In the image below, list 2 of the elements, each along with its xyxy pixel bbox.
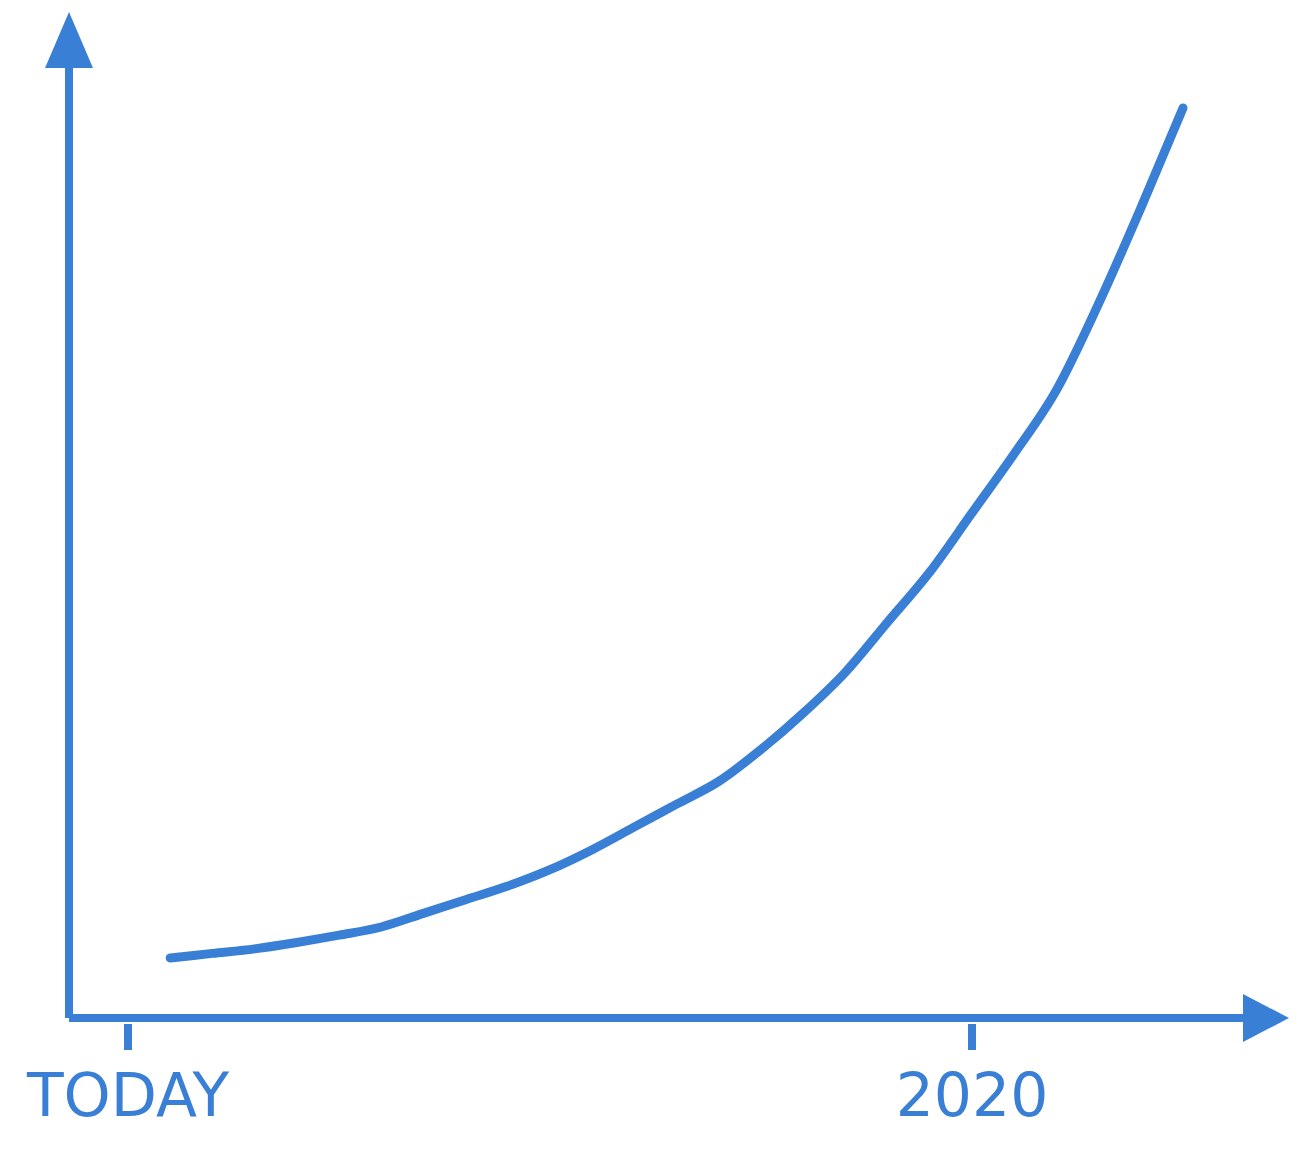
x-tick-label: TODAY — [25, 1060, 230, 1130]
x-tick-label: 2020 — [895, 1060, 1049, 1130]
